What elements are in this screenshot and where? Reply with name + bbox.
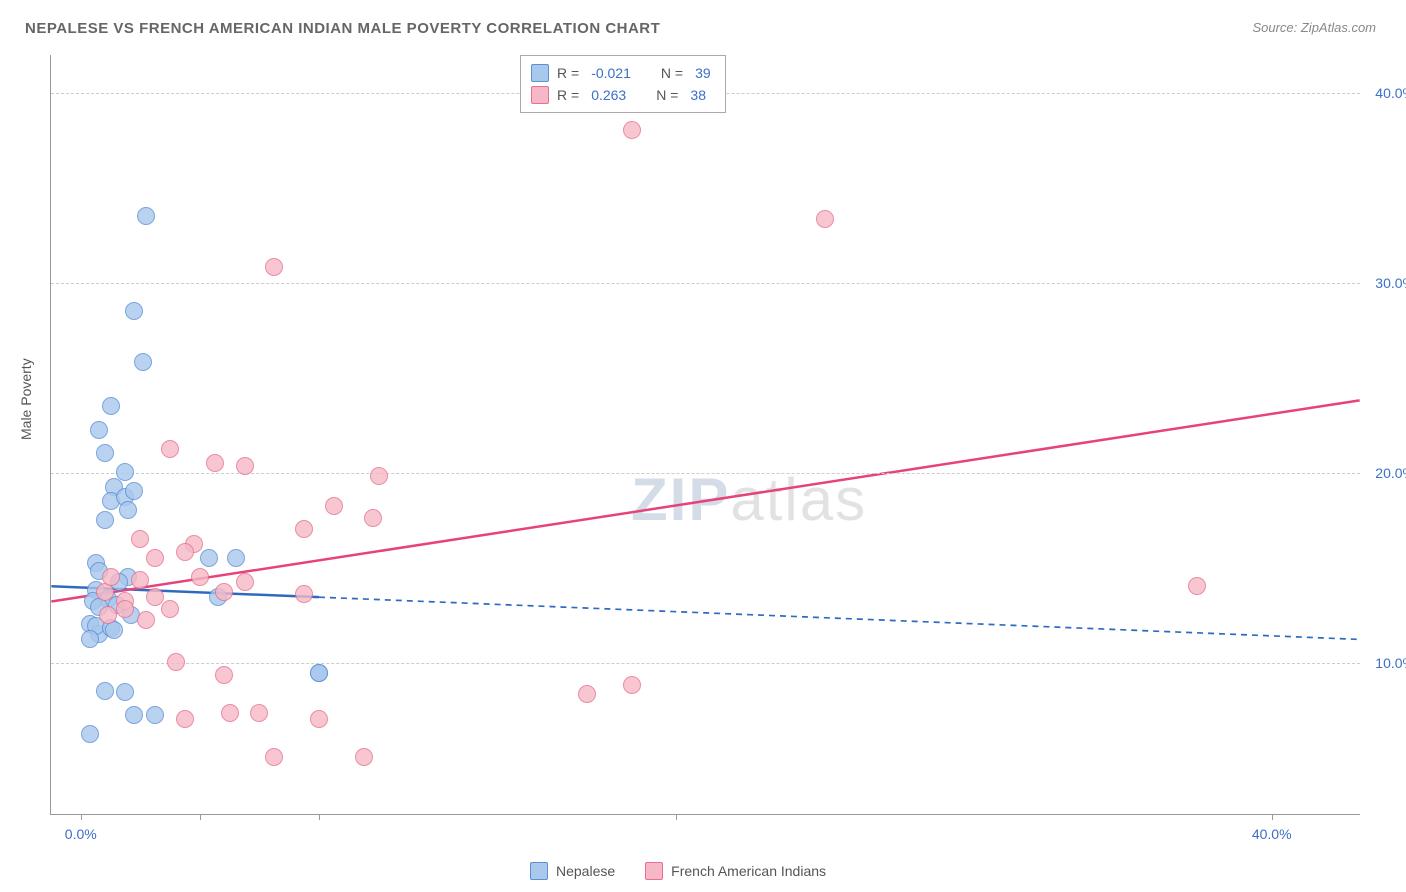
scatter-point-french-american-indians bbox=[250, 704, 268, 722]
y-axis-label: Male Poverty bbox=[18, 358, 34, 440]
scatter-point-french-american-indians bbox=[176, 710, 194, 728]
scatter-point-french-american-indians bbox=[1188, 577, 1206, 595]
scatter-point-french-american-indians bbox=[161, 600, 179, 618]
scatter-point-nepalese bbox=[96, 682, 114, 700]
legend-r-label: R = bbox=[557, 65, 579, 81]
scatter-point-french-american-indians bbox=[146, 549, 164, 567]
legend-item: Nepalese bbox=[530, 862, 615, 880]
scatter-point-french-american-indians bbox=[364, 509, 382, 527]
legend-n-value: 39 bbox=[691, 65, 715, 81]
scatter-point-french-american-indians bbox=[816, 210, 834, 228]
scatter-point-french-american-indians bbox=[236, 573, 254, 591]
scatter-point-french-american-indians bbox=[295, 585, 313, 603]
y-tick-label: 30.0% bbox=[1375, 275, 1406, 291]
series-legend: Nepalese French American Indians bbox=[530, 862, 826, 880]
legend-n-label: N = bbox=[656, 87, 678, 103]
scatter-point-nepalese bbox=[125, 706, 143, 724]
trend-line-french-american-indians bbox=[51, 400, 1359, 601]
scatter-point-french-american-indians bbox=[265, 748, 283, 766]
x-tick-label: 0.0% bbox=[65, 826, 97, 842]
legend-swatch bbox=[530, 862, 548, 880]
legend-row: R = 0.263 N = 38 bbox=[531, 84, 715, 106]
scatter-point-french-american-indians bbox=[623, 121, 641, 139]
scatter-point-french-american-indians bbox=[99, 606, 117, 624]
y-tick-label: 20.0% bbox=[1375, 465, 1406, 481]
scatter-point-french-american-indians bbox=[215, 583, 233, 601]
x-tick bbox=[1272, 814, 1273, 820]
scatter-point-french-american-indians bbox=[325, 497, 343, 515]
chart-title: NEPALESE VS FRENCH AMERICAN INDIAN MALE … bbox=[25, 20, 660, 37]
scatter-point-french-american-indians bbox=[221, 704, 239, 722]
watermark-zip: ZIP bbox=[631, 466, 730, 533]
x-tick-label: 40.0% bbox=[1252, 826, 1292, 842]
scatter-point-nepalese bbox=[125, 482, 143, 500]
x-tick bbox=[200, 814, 201, 820]
scatter-point-french-american-indians bbox=[176, 543, 194, 561]
legend-label: Nepalese bbox=[556, 863, 615, 879]
legend-n-label: N = bbox=[661, 65, 683, 81]
scatter-point-french-american-indians bbox=[236, 457, 254, 475]
scatter-point-nepalese bbox=[119, 501, 137, 519]
scatter-point-nepalese bbox=[116, 683, 134, 701]
grid-line bbox=[51, 283, 1360, 284]
scatter-point-french-american-indians bbox=[578, 685, 596, 703]
scatter-point-nepalese bbox=[96, 511, 114, 529]
scatter-point-french-american-indians bbox=[206, 454, 224, 472]
scatter-point-french-american-indians bbox=[623, 676, 641, 694]
scatter-point-nepalese bbox=[137, 207, 155, 225]
x-tick bbox=[319, 814, 320, 820]
legend-r-value: 0.263 bbox=[587, 87, 630, 103]
trend-lines-layer bbox=[51, 55, 1360, 814]
legend-row: R = -0.021 N = 39 bbox=[531, 62, 715, 84]
scatter-point-french-american-indians bbox=[137, 611, 155, 629]
scatter-point-nepalese bbox=[146, 706, 164, 724]
scatter-point-nepalese bbox=[200, 549, 218, 567]
scatter-point-french-american-indians bbox=[102, 568, 120, 586]
scatter-point-nepalese bbox=[81, 725, 99, 743]
scatter-point-nepalese bbox=[310, 664, 328, 682]
scatter-point-nepalese bbox=[227, 549, 245, 567]
plot-area: ZIPatlas 10.0%20.0%30.0%40.0%0.0%40.0% bbox=[50, 55, 1360, 815]
scatter-point-nepalese bbox=[102, 397, 120, 415]
legend-r-label: R = bbox=[557, 87, 579, 103]
legend-n-value: 38 bbox=[686, 87, 710, 103]
scatter-point-french-american-indians bbox=[370, 467, 388, 485]
x-tick bbox=[676, 814, 677, 820]
correlation-legend: R =-0.021N =39R =0.263N =38 bbox=[520, 55, 726, 113]
scatter-point-french-american-indians bbox=[265, 258, 283, 276]
scatter-point-french-american-indians bbox=[131, 530, 149, 548]
trend-line-dashed-nepalese bbox=[319, 597, 1360, 639]
scatter-point-french-american-indians bbox=[295, 520, 313, 538]
legend-swatch bbox=[531, 86, 549, 104]
scatter-point-french-american-indians bbox=[355, 748, 373, 766]
scatter-point-french-american-indians bbox=[191, 568, 209, 586]
scatter-point-nepalese bbox=[134, 353, 152, 371]
source-attribution: Source: ZipAtlas.com bbox=[1252, 20, 1376, 35]
watermark: ZIPatlas bbox=[631, 465, 867, 534]
legend-swatch bbox=[645, 862, 663, 880]
legend-r-value: -0.021 bbox=[587, 65, 635, 81]
scatter-point-french-american-indians bbox=[161, 440, 179, 458]
scatter-point-french-american-indians bbox=[167, 653, 185, 671]
scatter-point-french-american-indians bbox=[310, 710, 328, 728]
scatter-point-nepalese bbox=[116, 463, 134, 481]
legend-item: French American Indians bbox=[645, 862, 826, 880]
scatter-point-french-american-indians bbox=[131, 571, 149, 589]
grid-line bbox=[51, 663, 1360, 664]
scatter-point-nepalese bbox=[90, 421, 108, 439]
scatter-point-nepalese bbox=[96, 444, 114, 462]
watermark-atlas: atlas bbox=[730, 466, 867, 533]
scatter-point-french-american-indians bbox=[116, 600, 134, 618]
scatter-point-nepalese bbox=[125, 302, 143, 320]
legend-label: French American Indians bbox=[671, 863, 826, 879]
scatter-point-french-american-indians bbox=[215, 666, 233, 684]
y-tick-label: 10.0% bbox=[1375, 655, 1406, 671]
y-tick-label: 40.0% bbox=[1375, 85, 1406, 101]
x-tick bbox=[81, 814, 82, 820]
legend-swatch bbox=[531, 64, 549, 82]
scatter-point-nepalese bbox=[81, 630, 99, 648]
